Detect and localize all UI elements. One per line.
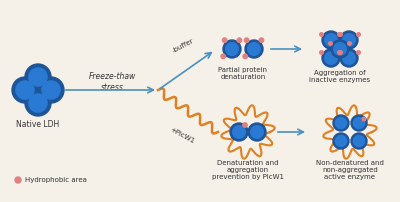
Circle shape (325, 34, 337, 46)
Circle shape (339, 33, 342, 36)
Circle shape (42, 81, 60, 99)
Circle shape (335, 117, 346, 129)
Circle shape (38, 77, 64, 103)
Circle shape (331, 40, 349, 58)
Circle shape (16, 81, 34, 99)
Circle shape (25, 90, 51, 116)
Circle shape (322, 49, 340, 67)
Circle shape (354, 117, 365, 129)
Circle shape (322, 31, 340, 49)
Circle shape (29, 68, 47, 86)
Circle shape (320, 51, 323, 54)
Circle shape (338, 51, 341, 54)
Circle shape (340, 31, 358, 49)
Circle shape (29, 94, 47, 112)
Text: -buffer: -buffer (171, 38, 195, 54)
Circle shape (348, 42, 351, 45)
Circle shape (259, 38, 264, 42)
Circle shape (333, 115, 349, 131)
Circle shape (244, 38, 249, 42)
Circle shape (230, 123, 248, 141)
Circle shape (333, 133, 349, 149)
Circle shape (334, 43, 346, 55)
Circle shape (25, 64, 51, 90)
Text: Denaturation and
aggregation
prevention by PicW1: Denaturation and aggregation prevention … (212, 160, 284, 180)
Circle shape (320, 33, 323, 36)
Text: Native LDH: Native LDH (16, 120, 60, 129)
Circle shape (222, 38, 227, 42)
Text: Partial protein
denaturation: Partial protein denaturation (218, 67, 268, 80)
Text: +PicW1: +PicW1 (169, 127, 195, 145)
Circle shape (354, 135, 365, 147)
Circle shape (15, 177, 21, 183)
Circle shape (243, 123, 247, 127)
Circle shape (343, 34, 355, 46)
Circle shape (329, 42, 332, 45)
Circle shape (248, 123, 266, 141)
Text: Hydrophobic area: Hydrophobic area (25, 177, 87, 183)
Circle shape (325, 52, 337, 64)
Circle shape (357, 33, 360, 36)
Circle shape (338, 33, 341, 36)
Circle shape (351, 115, 367, 131)
Circle shape (226, 43, 238, 55)
Circle shape (243, 54, 247, 59)
Circle shape (221, 54, 225, 59)
Circle shape (357, 51, 360, 54)
Circle shape (339, 51, 342, 54)
Circle shape (251, 126, 263, 138)
Circle shape (237, 38, 242, 42)
Circle shape (351, 133, 367, 149)
Circle shape (343, 52, 355, 64)
Circle shape (223, 40, 241, 58)
Text: Non-denatured and
non-aggregated
active enzyme: Non-denatured and non-aggregated active … (316, 160, 384, 180)
Circle shape (245, 40, 263, 58)
Circle shape (233, 126, 245, 138)
Text: Freeze-thaw
stress: Freeze-thaw stress (88, 72, 136, 92)
Circle shape (248, 43, 260, 55)
Circle shape (12, 77, 38, 103)
Circle shape (335, 135, 346, 147)
Circle shape (340, 49, 358, 67)
Circle shape (362, 117, 366, 121)
Text: Aggregation of
inactive enzymes: Aggregation of inactive enzymes (310, 70, 370, 83)
